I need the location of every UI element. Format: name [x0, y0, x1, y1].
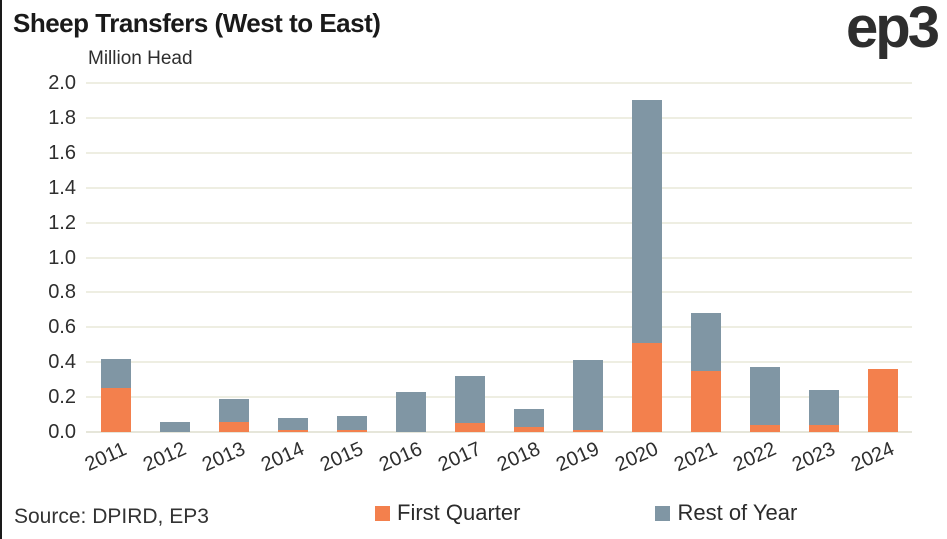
y-tick-label: 1.2	[48, 211, 76, 234]
chart-title: Sheep Transfers (West to East)	[13, 8, 381, 38]
y-tick-label: 1.4	[48, 176, 76, 199]
bar-segment-2016-rest-of-year	[395, 391, 426, 432]
bar-segment-2014-rest-of-year	[277, 418, 308, 431]
bar-segment-2015-first-quarter	[336, 430, 367, 432]
y-tick-label: 0.6	[48, 316, 76, 339]
y-tick-label: 0.0	[48, 421, 76, 443]
y-tick-label: 0.4	[48, 351, 76, 374]
bar-segment-2017-first-quarter	[454, 423, 485, 432]
bar-segment-2019-first-quarter	[572, 430, 603, 432]
bar-segment-2018-rest-of-year	[513, 409, 544, 427]
y-axis-units-label: Million Head	[88, 48, 193, 69]
legend-item-first-quarter: First Quarter	[375, 500, 520, 526]
gridline	[86, 291, 912, 294]
gridline	[86, 151, 912, 154]
bar-segment-2022-rest-of-year	[749, 367, 780, 425]
bar-segment-2023-rest-of-year	[808, 390, 839, 425]
bar-segment-2012-rest-of-year	[159, 421, 190, 432]
bar-segment-2013-rest-of-year	[218, 398, 249, 422]
chart-legend: First Quarter Rest of Year	[375, 500, 797, 526]
x-axis-line	[86, 431, 912, 433]
legend-item-rest-of-year: Rest of Year	[655, 500, 797, 526]
bar-segment-2018-first-quarter	[513, 426, 544, 432]
gridline	[86, 396, 912, 399]
plot-area	[86, 82, 912, 433]
bar-segment-2013-first-quarter	[218, 421, 249, 432]
bar-segment-2023-first-quarter	[808, 425, 839, 432]
bar-segment-2014-first-quarter	[277, 430, 308, 432]
bar-segment-2024-first-quarter	[867, 369, 898, 432]
bar-segment-2019-rest-of-year	[572, 360, 603, 431]
y-tick-label: 1.6	[48, 141, 76, 164]
first-quarter-swatch-icon	[375, 505, 390, 521]
bar-segment-2011-first-quarter	[100, 388, 131, 432]
y-tick-label: 1.8	[48, 106, 76, 129]
bar-segment-2022-first-quarter	[749, 425, 780, 432]
y-tick-label: 1.0	[48, 246, 76, 269]
source-attribution: Source: DPIRD, EP3	[14, 505, 209, 528]
gridline	[86, 256, 912, 259]
bar-segment-2017-rest-of-year	[454, 376, 485, 424]
gridline	[86, 221, 912, 224]
y-tick-label: 0.2	[48, 386, 76, 409]
bar-segment-2021-first-quarter	[690, 370, 721, 432]
ep3-logo: ep3	[846, 0, 940, 60]
window-left-border	[0, 0, 2, 539]
legend-label: Rest of Year	[677, 500, 798, 525]
bar-segment-2011-rest-of-year	[100, 358, 131, 389]
y-tick-label: 0.8	[48, 281, 76, 304]
gridline	[86, 116, 912, 119]
bar-segment-2020-rest-of-year	[631, 100, 662, 343]
gridline	[86, 186, 912, 189]
gridline	[86, 82, 912, 84]
rest-of-year-swatch-icon	[655, 505, 671, 521]
gridline	[86, 361, 912, 364]
y-tick-label: 2.0	[48, 72, 76, 94]
bar-segment-2021-rest-of-year	[690, 313, 721, 371]
bar-segment-2020-first-quarter	[631, 343, 662, 432]
legend-label: First Quarter	[397, 500, 521, 525]
bar-segment-2015-rest-of-year	[336, 416, 367, 431]
gridline	[86, 326, 912, 329]
